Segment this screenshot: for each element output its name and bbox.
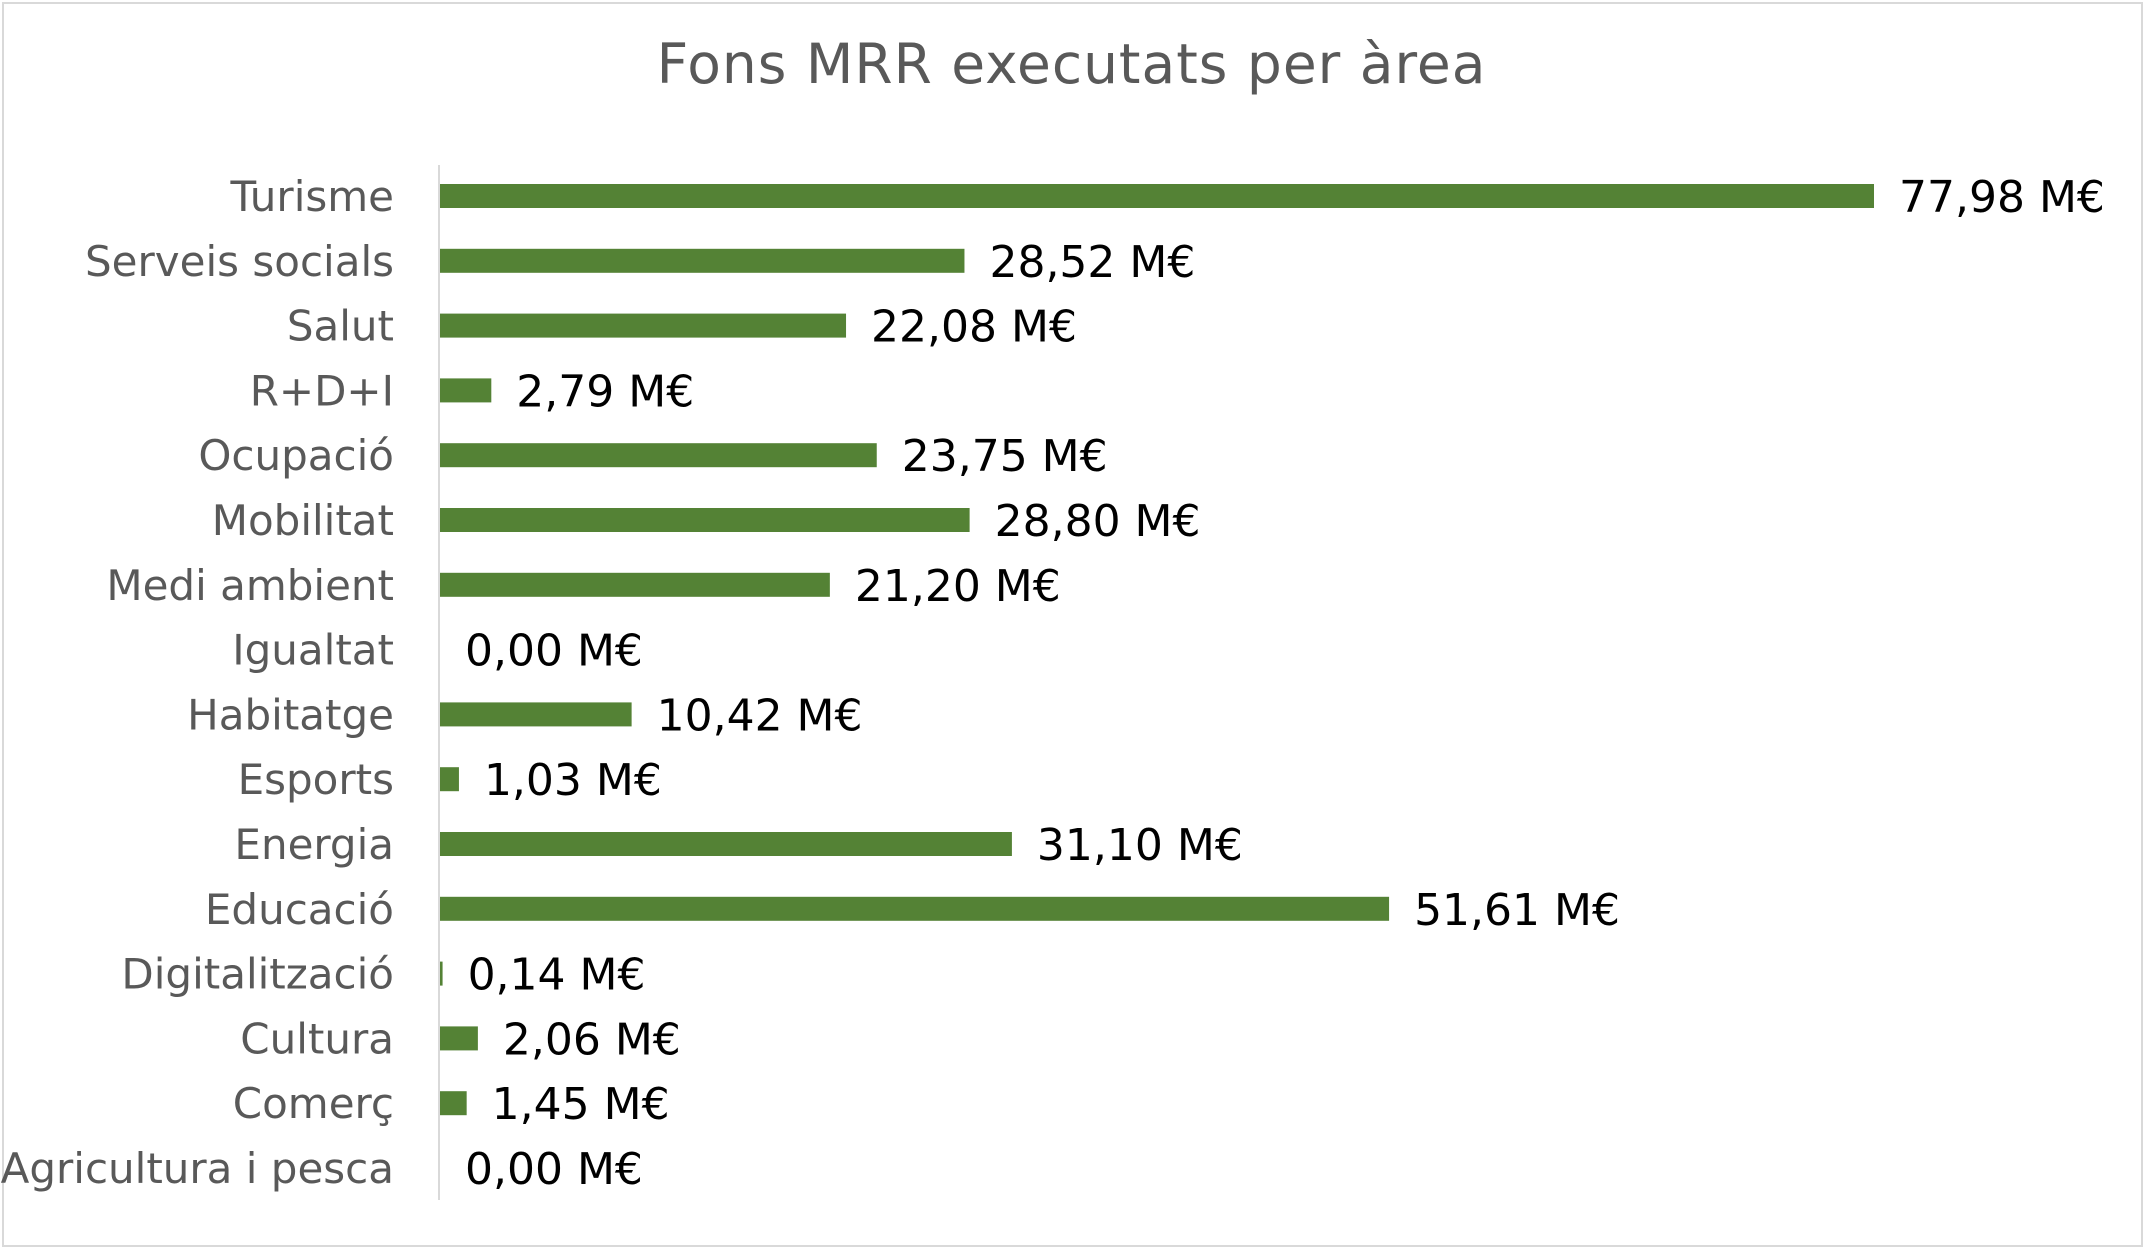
bar <box>440 508 970 532</box>
data-label: 1,03 M€ <box>484 755 662 806</box>
category-label: Comerç <box>233 1079 394 1128</box>
data-label: 21,20 M€ <box>855 561 1061 612</box>
category-label: Igualtat <box>232 626 394 675</box>
data-label: 2,06 M€ <box>503 1014 681 1065</box>
bar <box>440 248 965 273</box>
bar <box>440 184 1874 208</box>
category-label: Cultura <box>240 1014 394 1063</box>
bar <box>440 896 1390 921</box>
bar <box>440 1091 467 1116</box>
category-label: Medi ambient <box>106 561 394 610</box>
category-label: Serveis socials <box>85 237 394 286</box>
chart-title: Fons MRR executats per àrea <box>656 32 1487 96</box>
bar <box>440 961 443 986</box>
category-label: Energia <box>234 820 394 869</box>
data-label: 0,00 M€ <box>465 626 643 677</box>
data-label: 10,42 M€ <box>657 690 863 741</box>
bar <box>440 443 877 468</box>
data-label: 77,98 M€ <box>1899 172 2105 223</box>
data-label: 28,52 M€ <box>989 237 1195 288</box>
data-label: 23,75 M€ <box>902 431 1108 482</box>
data-label: 0,14 M€ <box>468 950 646 1001</box>
bar <box>440 702 632 727</box>
category-label: Agricultura i pesca <box>1 1144 394 1193</box>
category-label: Turisme <box>230 172 394 221</box>
bar <box>440 313 847 338</box>
category-label: R+D+I <box>250 366 394 415</box>
data-label: 0,00 M€ <box>465 1144 643 1195</box>
data-label: 51,61 M€ <box>1414 885 1620 936</box>
bar <box>440 1026 478 1051</box>
category-label: Digitalització <box>121 950 394 999</box>
category-label: Salut <box>287 302 394 351</box>
bar <box>440 572 830 597</box>
category-label: Esports <box>238 755 394 804</box>
bar <box>440 767 459 792</box>
data-label: 28,80 M€ <box>995 496 1201 547</box>
category-label: Mobilitat <box>212 496 394 545</box>
category-label: Educació <box>205 885 394 934</box>
data-label: 1,45 M€ <box>492 1079 670 1130</box>
category-label: Habitatge <box>187 690 394 739</box>
data-label: 22,08 M€ <box>871 302 1077 353</box>
category-label: Ocupació <box>198 431 394 480</box>
bar <box>440 378 492 403</box>
bar <box>440 832 1012 856</box>
data-label: 31,10 M€ <box>1037 820 1243 871</box>
data-label: 2,79 M€ <box>516 366 694 417</box>
